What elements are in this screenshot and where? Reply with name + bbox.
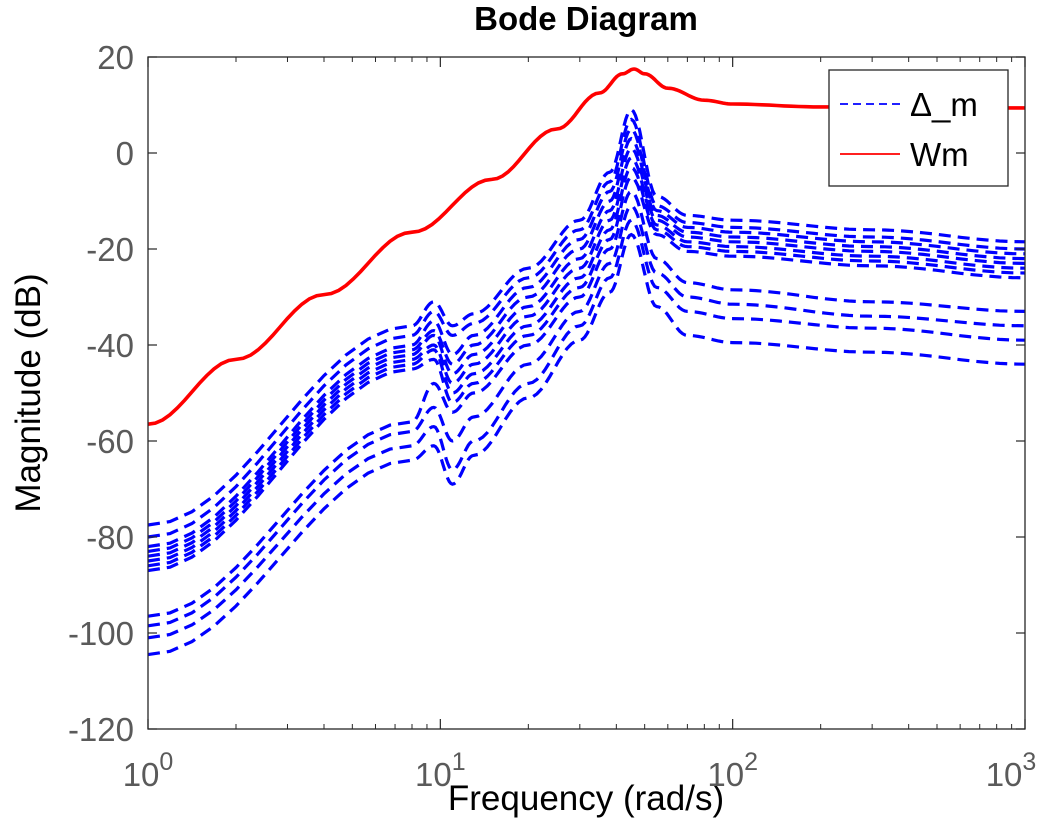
x-tick-label: 101 — [415, 748, 466, 793]
delta-m-curve-8 — [147, 175, 1026, 573]
y-tick-label: 20 — [97, 39, 134, 76]
x-tick-label: 103 — [986, 748, 1037, 793]
x-tick-label: 100 — [123, 748, 174, 793]
curves — [147, 67, 1026, 657]
delta-m-curve-4 — [147, 136, 1026, 553]
y-tick-label: -20 — [86, 231, 134, 268]
delta-m-curve-11 — [147, 218, 1026, 640]
y-tick-label: -40 — [86, 327, 134, 364]
y-tick-label: -60 — [86, 423, 134, 460]
x-tick-labels: 100 101 102 103 — [123, 748, 1037, 793]
legend: Δ_m Wm — [828, 69, 1009, 187]
y-tick-label: -120 — [68, 711, 134, 748]
wm-curve — [147, 67, 1025, 426]
delta-m-curve-9 — [147, 189, 1026, 618]
legend-label-wm: Wm — [910, 136, 969, 173]
delta-m-curve-12 — [147, 232, 1026, 657]
delta-m-curve-6 — [147, 155, 1026, 563]
ticks — [147, 56, 1026, 730]
legend-box — [828, 69, 1009, 187]
y-tick-label: -80 — [86, 519, 134, 556]
y-tick-label: 0 — [116, 135, 134, 172]
delta-m-curve-10 — [147, 203, 1026, 628]
y-tick-label: -100 — [68, 615, 134, 652]
x-tick-label: 102 — [707, 748, 758, 793]
legend-label-delta-m: Δ_m — [910, 86, 978, 123]
chart-title: Bode Diagram — [474, 0, 698, 37]
delta-m-curve-3 — [147, 127, 1026, 549]
y-tick-labels: 20 0 -20 -40 -60 -80 -100 -120 — [68, 39, 134, 748]
y-axis-label: Magnitude (dB) — [9, 273, 48, 512]
axes-frame — [147, 56, 1026, 730]
x-axis-label: Frequency (rad/s) — [448, 779, 724, 818]
delta-m-curve-7 — [147, 165, 1026, 568]
